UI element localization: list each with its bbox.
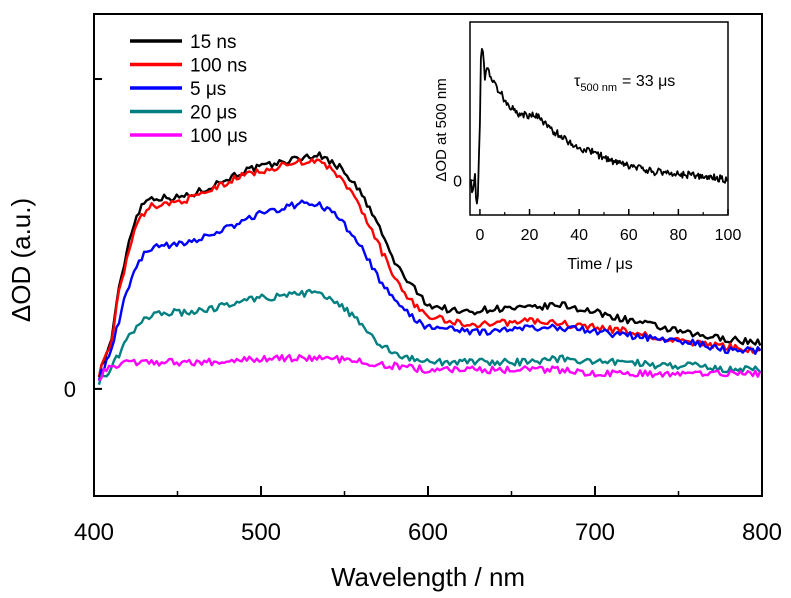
- x-tick-label: 700: [575, 519, 615, 546]
- tau-subscript: 500 nm: [580, 82, 617, 94]
- legend-label: 100 ns: [190, 56, 247, 77]
- tau-value: = 33 μs: [622, 73, 675, 90]
- legend-label: 20 μs: [190, 103, 237, 124]
- legend-label: 100 μs: [190, 126, 247, 147]
- series-line-3: [97, 288, 762, 386]
- inset-series-line: [469, 48, 728, 205]
- inset-x-tick-label: 40: [570, 227, 588, 244]
- series-line-0: [97, 151, 762, 378]
- series-line-2: [97, 199, 762, 382]
- tau-symbol: τ: [574, 73, 581, 90]
- inset-x-axis-label: Time / μs: [567, 256, 633, 273]
- inset-x-tick-label: 80: [669, 227, 687, 244]
- main-x-axis-label: Wavelength / nm: [331, 562, 525, 592]
- inset-background: [470, 22, 728, 215]
- inset-x-tick-label: 100: [715, 227, 742, 244]
- x-tick-label: 500: [241, 519, 281, 546]
- x-tick-label: 400: [74, 519, 114, 546]
- inset-x-tick-label: 20: [521, 227, 539, 244]
- inset-annotation: τ500 nm = 33 μs: [574, 73, 675, 94]
- main-series-group: [97, 151, 762, 386]
- main-y-tick-label: 0: [64, 377, 76, 402]
- legend-label: 15 ns: [190, 32, 236, 53]
- x-tick-label: 600: [408, 519, 448, 546]
- inset-y-axis-label: ΔOD at 500 nm: [433, 78, 450, 181]
- main-y-axis-label: ΔOD (a.u.): [6, 198, 36, 322]
- x-tick-label: 800: [742, 519, 782, 546]
- inset-series-group: [469, 48, 728, 205]
- inset-x-tick-label: 60: [620, 227, 638, 244]
- series-line-4: [98, 353, 762, 382]
- legend-label: 5 μs: [190, 79, 226, 100]
- inset-plot-frame: [469, 21, 729, 216]
- main-axes-group: 400 500 600 700 800: [74, 13, 782, 546]
- inset-chart: 0 20 40 60 80 100 Time / μs ΔOD at 500 nm 0 τ…: [433, 21, 742, 273]
- inset-y-tick-label: 0: [453, 173, 462, 190]
- inset-axes-group: 0 20 40 60 80 100: [469, 21, 742, 244]
- inset-x-tick-label: 0: [475, 227, 484, 244]
